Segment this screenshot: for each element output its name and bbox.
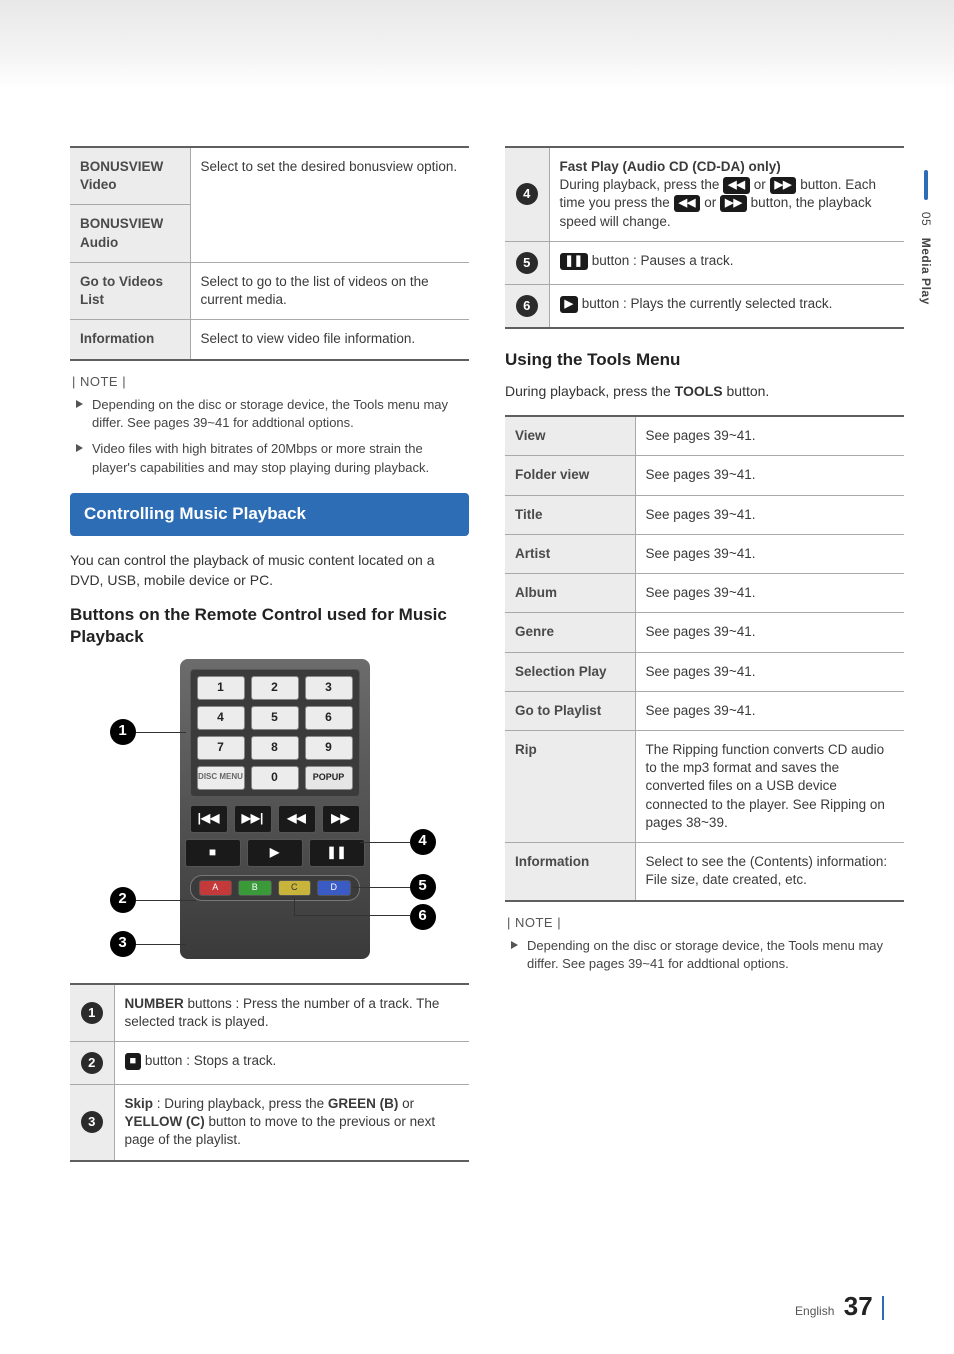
row-label: Album	[505, 574, 635, 613]
callout-1: 1	[110, 719, 136, 745]
remote-desc-table: 1 NUMBER buttons : Press the number of a…	[70, 983, 469, 1162]
row-desc: NUMBER buttons : Press the number of a t…	[114, 984, 469, 1042]
row-desc: ❚❚ button : Pauses a track.	[549, 241, 904, 284]
key-0: 0	[251, 766, 299, 790]
key-4: 4	[197, 706, 245, 730]
pause-key: ❚❚	[309, 839, 365, 867]
row-num: 5	[516, 252, 538, 274]
row-desc: Fast Play (Audio CD (CD-DA) only)During …	[549, 147, 904, 241]
callout-2: 2	[110, 887, 136, 913]
row-desc: ▶ button : Plays the currently selected …	[549, 284, 904, 328]
side-tab: 05 Media Play	[918, 170, 934, 305]
key-discmenu: DISC MENU	[197, 766, 245, 790]
color-a: A	[199, 880, 233, 896]
remote-diagram: 1 2 3 4 5 6 7 8 9 DISC MENU 0 POPUP	[90, 659, 450, 969]
note-list: Depending on the disc or storage device,…	[511, 937, 904, 973]
callout-5: 5	[410, 874, 436, 900]
color-c: C	[278, 880, 312, 896]
row-desc: See pages 39~41.	[635, 613, 904, 652]
note-label: | NOTE |	[72, 373, 469, 391]
key-5: 5	[251, 706, 299, 730]
row-label: Title	[505, 495, 635, 534]
row-desc: See pages 39~41.	[635, 574, 904, 613]
color-d: D	[317, 880, 351, 896]
key-6: 6	[305, 706, 353, 730]
row-desc: See pages 39~41.	[635, 652, 904, 691]
callout-6: 6	[410, 904, 436, 930]
section-number: 05	[919, 212, 933, 226]
row-desc: ■ button : Stops a track.	[114, 1041, 469, 1084]
note-item: Depending on the disc or storage device,…	[76, 396, 469, 432]
tools-table: View See pages 39~41. Folder viewSee pag…	[505, 415, 904, 901]
row-label: Go to Videos List	[70, 262, 190, 319]
stop-key: ■	[185, 839, 241, 867]
row-label: Artist	[505, 534, 635, 573]
note-label: | NOTE |	[507, 914, 904, 932]
row-label: Genre	[505, 613, 635, 652]
section-name: Media Play	[919, 238, 933, 305]
page-footer: English 37	[795, 1289, 884, 1324]
row-label: Folder view	[505, 456, 635, 495]
section-bar: Controlling Music Playback	[70, 493, 469, 536]
tools-lead: During playback, press the TOOLS button.	[505, 381, 904, 401]
fastplay-table: 4 Fast Play (Audio CD (CD-DA) only)Durin…	[505, 146, 904, 329]
bonusview-table: BONUSVIEW Video Select to set the desire…	[70, 146, 469, 361]
note-list: Depending on the disc or storage device,…	[76, 396, 469, 477]
key-9: 9	[305, 736, 353, 760]
sub-heading: Buttons on the Remote Control used for M…	[70, 604, 469, 648]
note-item: Video files with high bitrates of 20Mbps…	[76, 440, 469, 476]
row-num: 2	[81, 1052, 103, 1074]
row-label: BONUSVIEW Audio	[70, 205, 190, 262]
row-desc: Skip : During playback, press the GREEN …	[114, 1084, 469, 1160]
footer-lang: English	[795, 1304, 834, 1318]
row-desc: See pages 39~41.	[635, 691, 904, 730]
row-desc: Select to go to the list of videos on th…	[190, 262, 469, 319]
play-key: ▶	[247, 839, 303, 867]
row-num: 3	[81, 1111, 103, 1133]
key-popup: POPUP	[305, 766, 353, 790]
play-row: ■ ▶ ❚❚	[190, 839, 360, 867]
row-num: 6	[516, 295, 538, 317]
row-num: 1	[81, 1002, 103, 1024]
row-label: BONUSVIEW Video	[70, 147, 190, 205]
keypad: 1 2 3 4 5 6 7 8 9 DISC MENU 0 POPUP	[190, 669, 360, 797]
rew-key: ◀◀	[278, 805, 316, 833]
row-desc: The Ripping function converts CD audio t…	[635, 731, 904, 843]
lead-text: You can control the playback of music co…	[70, 550, 469, 591]
row-desc: See pages 39~41.	[635, 416, 904, 456]
footer-page: 37	[844, 1291, 873, 1321]
row-desc: See pages 39~41.	[635, 495, 904, 534]
next-key: ▶▶|	[234, 805, 272, 833]
row-label: Go to Playlist	[505, 691, 635, 730]
key-3: 3	[305, 676, 353, 700]
row-desc: Select to see the (Contents) information…	[635, 843, 904, 901]
ff-key: ▶▶	[322, 805, 360, 833]
note-item: Depending on the disc or storage device,…	[511, 937, 904, 973]
row-label: View	[505, 416, 635, 456]
callout-4: 4	[410, 829, 436, 855]
prev-key: |◀◀	[190, 805, 228, 833]
row-desc: See pages 39~41.	[635, 534, 904, 573]
row-desc: See pages 39~41.	[635, 456, 904, 495]
key-8: 8	[251, 736, 299, 760]
row-label: Information	[505, 843, 635, 901]
row-desc: Select to view video file information.	[190, 320, 469, 360]
key-2: 2	[251, 676, 299, 700]
color-b: B	[238, 880, 272, 896]
key-7: 7	[197, 736, 245, 760]
row-label: Rip	[505, 731, 635, 843]
color-row: A B C D	[190, 875, 360, 901]
key-1: 1	[197, 676, 245, 700]
nav-row: |◀◀ ▶▶| ◀◀ ▶▶	[190, 805, 360, 833]
callout-3: 3	[110, 931, 136, 957]
row-label: Information	[70, 320, 190, 360]
row-desc: Select to set the desired bonusview opti…	[190, 147, 469, 262]
tools-heading: Using the Tools Menu	[505, 349, 904, 371]
row-num: 4	[516, 183, 538, 205]
row-label: Selection Play	[505, 652, 635, 691]
